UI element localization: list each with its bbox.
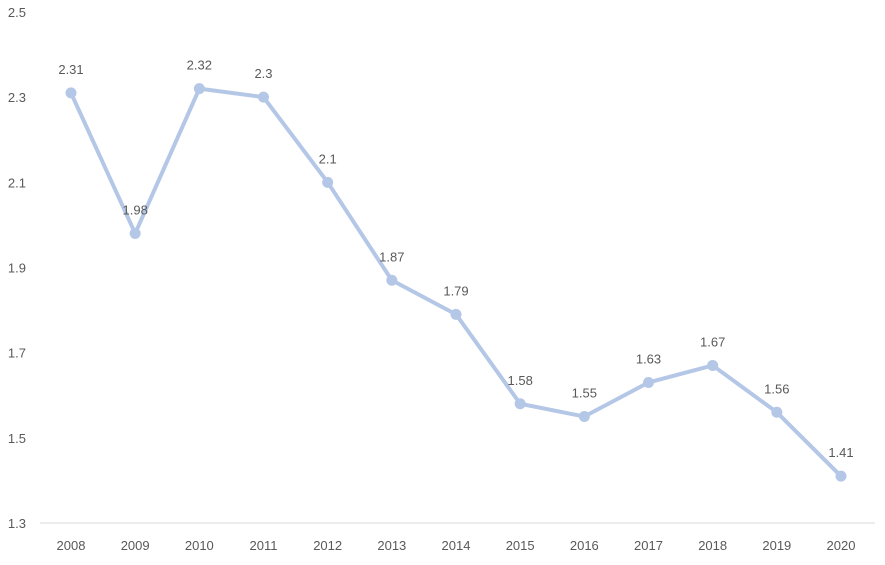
- y-tick-label: 2.3: [8, 90, 26, 105]
- data-point: [835, 470, 847, 482]
- data-point: [258, 91, 269, 103]
- data-label: 1.58: [508, 373, 533, 388]
- x-tick-label: 2013: [377, 538, 406, 553]
- data-point: [514, 398, 526, 410]
- x-tick-label: 2020: [827, 538, 856, 553]
- y-tick-label: 1.9: [8, 261, 26, 276]
- data-label: 2.32: [187, 58, 212, 73]
- data-point: [322, 176, 334, 188]
- data-label: 2.1: [319, 151, 337, 166]
- y-tick-label: 2.1: [8, 175, 26, 190]
- data-label: 1.55: [572, 386, 597, 401]
- x-tick-label: 2012: [313, 538, 342, 553]
- data-label: 2.31: [58, 62, 83, 77]
- y-tick-label: 1.7: [8, 346, 26, 361]
- x-tick-label: 2009: [121, 538, 150, 553]
- data-point: [386, 274, 398, 286]
- y-tick-label: 2.5: [8, 5, 26, 20]
- data-point: [65, 87, 77, 99]
- data-point: [193, 83, 205, 95]
- data-label: 1.56: [764, 381, 789, 396]
- data-label: 1.67: [700, 334, 725, 349]
- x-tick-label: 2015: [506, 538, 535, 553]
- x-tick-label: 2019: [762, 538, 791, 553]
- data-point: [707, 359, 719, 371]
- data-label: 1.98: [123, 202, 148, 217]
- x-tick-label: 2014: [442, 538, 471, 553]
- x-tick-label: 2017: [634, 538, 663, 553]
- x-tick-label: 2011: [250, 538, 278, 553]
- data-label: 1.79: [443, 283, 468, 298]
- data-point: [450, 308, 462, 320]
- x-tick-label: 2018: [698, 538, 727, 553]
- data-label: 1.87: [379, 249, 404, 264]
- y-tick-label: 1.3: [8, 516, 26, 531]
- y-tick-label: 1.5: [8, 431, 26, 446]
- x-tick-label: 2010: [185, 538, 214, 553]
- data-label: 2.3: [254, 66, 272, 81]
- data-point: [643, 376, 654, 388]
- x-tick-label: 2016: [570, 538, 599, 553]
- data-point: [129, 227, 141, 239]
- data-label: 1.41: [828, 445, 853, 460]
- data-label: 1.63: [636, 351, 661, 366]
- data-point: [771, 406, 783, 418]
- data-point: [578, 411, 590, 423]
- x-tick-label: 2008: [57, 538, 86, 553]
